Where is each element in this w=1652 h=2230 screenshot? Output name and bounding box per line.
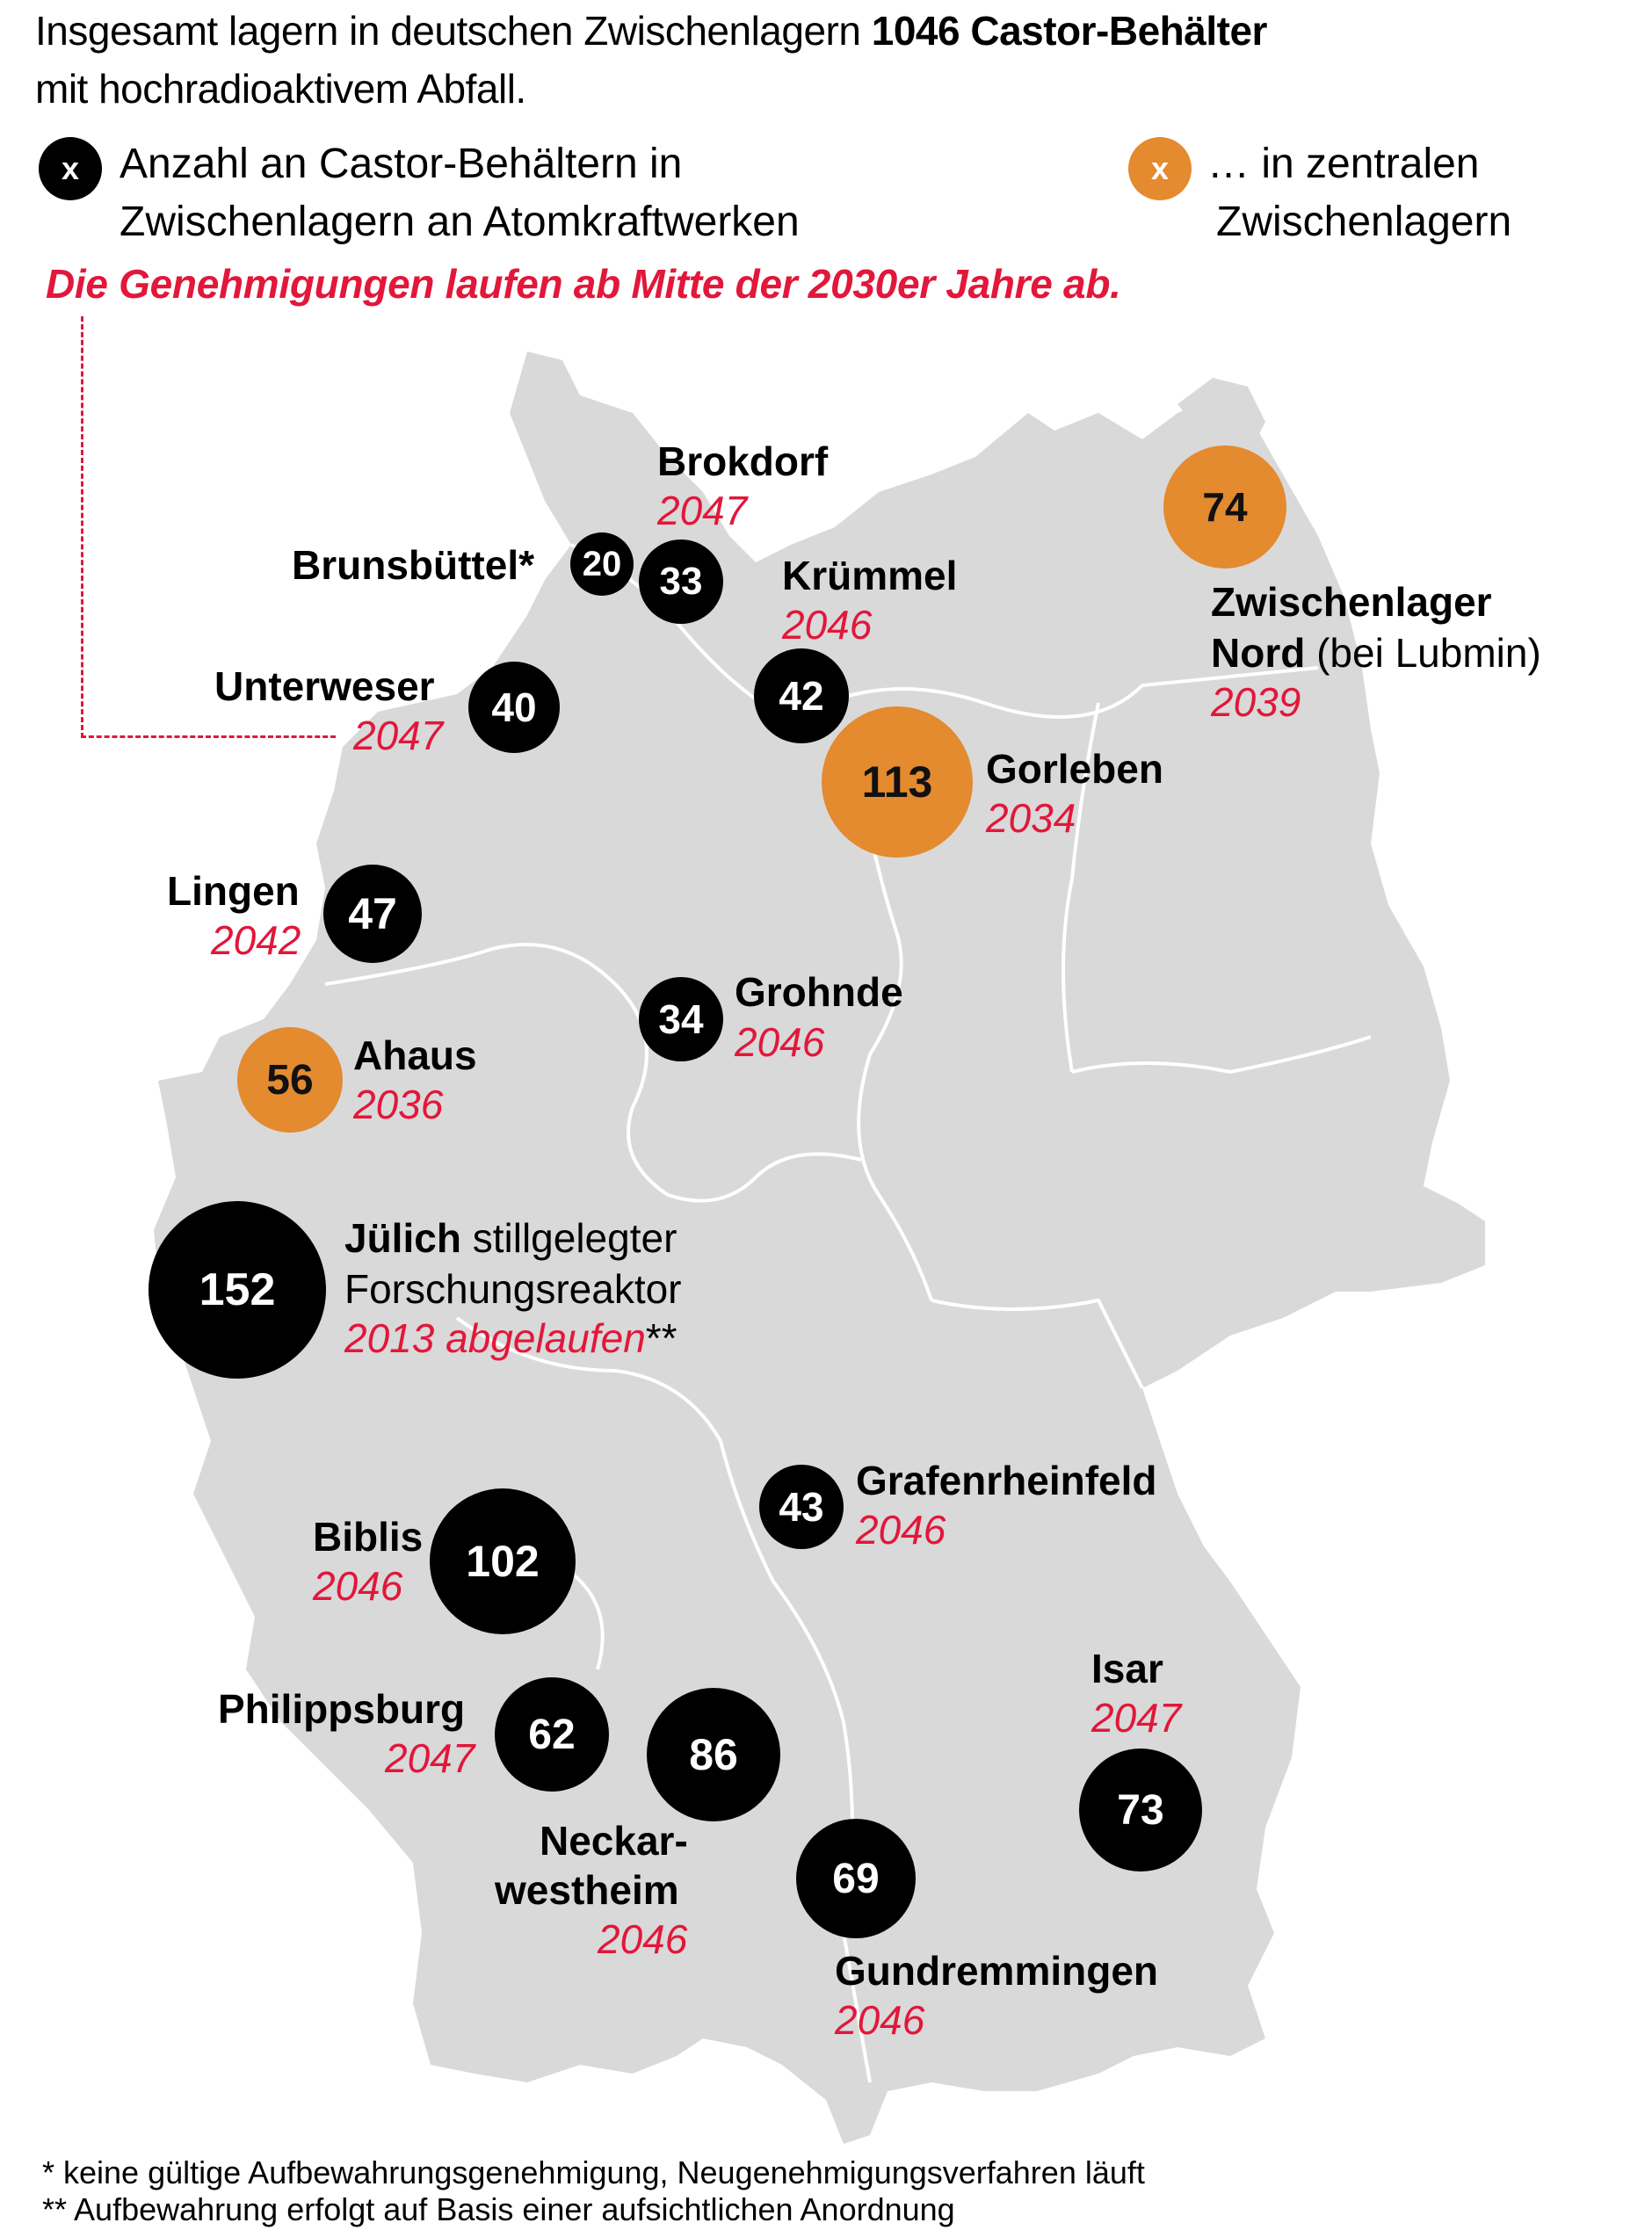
bubble-gorleben: 113 xyxy=(822,706,973,858)
label-bei-lubmin: (bei Lubmin) xyxy=(1305,630,1541,676)
headline-text: Insgesamt lagern in deutschen Zwischenla… xyxy=(35,8,872,54)
headline: Insgesamt lagern in deutschen Zwischenla… xyxy=(35,2,1267,118)
label-gundremmingen: Gundremmingen xyxy=(835,1948,1159,1994)
bubble-isar: 73 xyxy=(1079,1749,1202,1872)
bubble-ahaus: 56 xyxy=(237,1027,343,1133)
legend-orange-line1: … in zentralen xyxy=(1207,141,1480,187)
headline-line2: mit hochradioaktivem Abfall. xyxy=(35,66,526,112)
bubble-juelich: 152 xyxy=(149,1201,326,1379)
label-neckar: Neckar- xyxy=(540,1818,688,1864)
label-brokdorf: Brokdorf xyxy=(657,438,829,484)
bubble-kruemmel: 42 xyxy=(754,648,849,743)
year-juelich-footnote-marker: ** xyxy=(645,1315,677,1361)
bubble-gundremmingen: 69 xyxy=(796,1819,916,1938)
label-philippsburg: Philippsburg xyxy=(218,1686,466,1732)
label-juelich: Jülich stillgelegter Forschungsreaktor xyxy=(344,1213,682,1314)
label-lingen: Lingen xyxy=(167,868,300,914)
year-juelich: 2013 abgelaufen** xyxy=(344,1313,677,1364)
year-gorleben: 2034 xyxy=(986,795,1076,841)
year-gundremmingen: 2046 xyxy=(835,1997,925,2043)
germany-land xyxy=(154,351,1485,2144)
legend-black-line2: Zwischenlagern an Atomkraftwerken xyxy=(120,199,800,245)
year-philippsburg: 2047 xyxy=(385,1735,475,1781)
note-connector-horizontal xyxy=(81,735,336,738)
label-juelich-extra: stillgelegter xyxy=(460,1215,677,1261)
label-ahaus: Ahaus xyxy=(353,1032,477,1078)
bubble-unterweser: 40 xyxy=(468,662,560,753)
label-grohnde: Grohnde xyxy=(735,969,903,1015)
label-brunsbuettel: Brunsbüttel* xyxy=(292,542,534,588)
headline-total: 1046 Castor-Behälter xyxy=(871,8,1268,54)
year-zwischenlager-nord: 2039 xyxy=(1211,679,1301,725)
legend-black-text: Anzahl an Castor-Behältern in Zwischenla… xyxy=(120,135,800,251)
island-ruegen xyxy=(1177,378,1265,457)
legend-orange-dot: x xyxy=(1128,137,1192,200)
bubble-biblis: 102 xyxy=(430,1488,576,1634)
year-kruemmel: 2046 xyxy=(782,602,873,648)
year-isar: 2047 xyxy=(1091,1695,1182,1741)
year-grafenrheinfeld: 2046 xyxy=(856,1507,946,1553)
year-grohnde: 2046 xyxy=(735,1019,825,1065)
legend-black-line1: Anzahl an Castor-Behältern in xyxy=(120,141,683,187)
year-neckarwestheim: 2046 xyxy=(598,1916,688,1962)
label-grafenrheinfeld: Grafenrheinfeld xyxy=(856,1458,1157,1503)
label-zwischenlager-nord: Zwischenlager Nord (bei Lubmin) xyxy=(1211,576,1541,678)
label-isar: Isar xyxy=(1091,1646,1163,1691)
bubble-neckarwestheim: 86 xyxy=(647,1688,780,1821)
expiry-note: Die Genehmigungen laufen ab Mitte der 20… xyxy=(46,261,1121,307)
label-kruemmel: Krümmel xyxy=(782,553,958,598)
footnote-1: * keine gültige Aufbewahrungsgenehmigung… xyxy=(42,2154,1145,2190)
bubble-grohnde: 34 xyxy=(639,977,723,1061)
legend-orange-line2: Zwischenlagern xyxy=(1216,199,1512,245)
year-biblis: 2046 xyxy=(313,1563,403,1609)
footnote-2: ** Aufbewahrung erfolgt auf Basis einer … xyxy=(42,2191,955,2227)
year-brokdorf: 2047 xyxy=(657,488,748,533)
label-neckarwestheim: Neckar- xyxy=(540,1815,688,1866)
bubble-grafenrheinfeld: 43 xyxy=(759,1465,844,1549)
bubble-brokdorf: 33 xyxy=(639,539,723,624)
label-gorleben: Gorleben xyxy=(986,746,1163,792)
legend-black-dot: x xyxy=(39,137,102,200)
label-unterweser: Unterweser xyxy=(214,663,435,709)
legend-orange-text: … in zentralen Zwischenlagern xyxy=(1207,135,1511,251)
year-unterweser: 2047 xyxy=(353,713,444,758)
label-forschungsreaktor: Forschungsreaktor xyxy=(344,1266,682,1312)
bubble-lingen: 47 xyxy=(323,865,422,963)
label-westheim: westheim xyxy=(495,1867,679,1913)
note-connector-vertical xyxy=(81,316,83,738)
bubble-zwischenlager-nord: 74 xyxy=(1163,445,1286,568)
year-ahaus: 2036 xyxy=(353,1082,444,1127)
label-nord: Nord xyxy=(1211,630,1306,676)
label-zwischenlager-line1: Zwischenlager xyxy=(1211,579,1492,625)
bubble-brunsbuettel: 20 xyxy=(570,532,634,596)
bubble-philippsburg: 62 xyxy=(495,1677,609,1792)
year-lingen: 2042 xyxy=(211,917,301,963)
year-juelich-text: 2013 abgelaufen xyxy=(344,1315,646,1361)
label-juelich-name: Jülich xyxy=(344,1215,461,1261)
label-biblis: Biblis xyxy=(313,1514,424,1560)
